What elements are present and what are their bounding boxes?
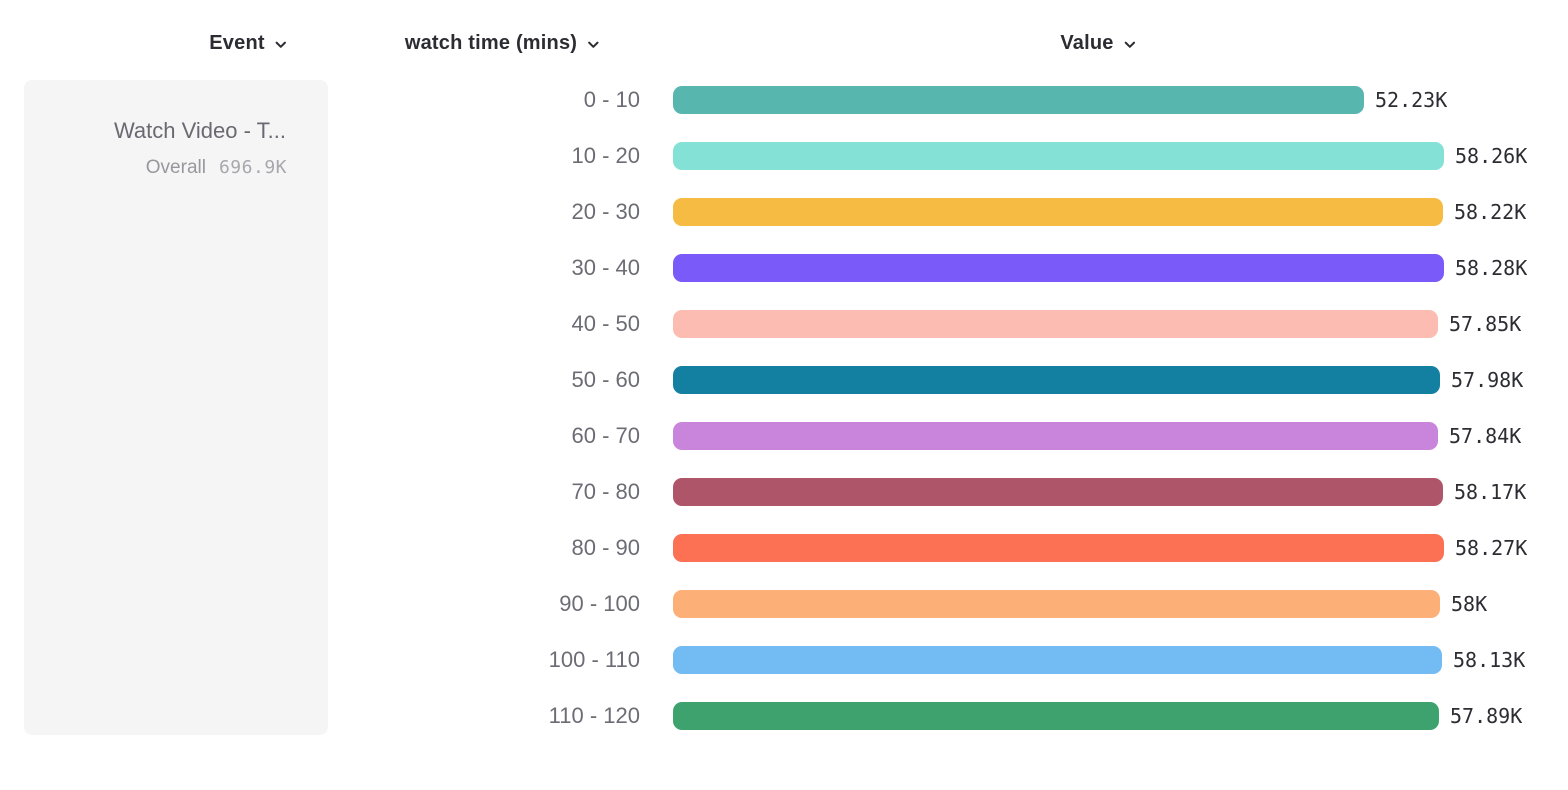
value-label: 52.23K xyxy=(1375,88,1448,112)
breakdown-column-label: watch time (mins) xyxy=(404,31,578,54)
bar[interactable] xyxy=(673,310,1438,338)
bar[interactable] xyxy=(673,478,1443,506)
event-column-dropdown[interactable]: Event xyxy=(209,28,288,58)
value-label: 57.84K xyxy=(1449,424,1522,448)
overall-value: 696.9K xyxy=(218,157,287,178)
value-column-dropdown[interactable]: Value xyxy=(1060,28,1137,58)
category-label: 110 - 120 xyxy=(548,703,640,728)
category-label: 70 - 80 xyxy=(571,479,641,504)
event-name: Watch Video - T... xyxy=(113,118,286,143)
value-label: 58.22K xyxy=(1454,200,1527,224)
category-label: 90 - 100 xyxy=(559,591,640,616)
value-label: 57.85K xyxy=(1449,312,1522,336)
chevron-down-icon xyxy=(1123,37,1138,52)
bar[interactable] xyxy=(673,86,1364,114)
chevron-down-icon xyxy=(274,37,289,52)
value-label: 58.27K xyxy=(1455,536,1528,560)
category-label: 50 - 60 xyxy=(571,367,641,392)
bar-chart: 0 - 10 52.23K 10 - 20 58.26K 20 - 30 58.… xyxy=(0,72,1568,744)
bar[interactable] xyxy=(673,422,1438,450)
value-label: 58.13K xyxy=(1453,648,1526,672)
chevron-down-icon xyxy=(586,37,601,52)
bar[interactable] xyxy=(673,198,1443,226)
category-label: 100 - 110 xyxy=(548,647,640,672)
value-label: 58K xyxy=(1451,592,1488,616)
category-label: 60 - 70 xyxy=(571,423,641,448)
chart-row: 80 - 90 58.27K xyxy=(0,520,1568,576)
value-column-label: Value xyxy=(1060,31,1114,54)
chart-row: 70 - 80 58.17K xyxy=(0,464,1568,520)
chart-row: 100 - 110 58.13K xyxy=(0,632,1568,688)
bar[interactable] xyxy=(673,366,1440,394)
bar[interactable] xyxy=(673,646,1442,674)
chart-row: 0 - 10 52.23K xyxy=(0,72,1568,128)
bar[interactable] xyxy=(673,534,1444,562)
overall-row: Overall 696.9K xyxy=(146,156,287,180)
category-label: 30 - 40 xyxy=(571,255,641,280)
breakdown-column-dropdown[interactable]: watch time (mins) xyxy=(405,28,601,58)
bar[interactable] xyxy=(673,254,1444,282)
category-label: 40 - 50 xyxy=(571,311,641,336)
value-label: 57.98K xyxy=(1451,368,1524,392)
category-label: 10 - 20 xyxy=(571,143,641,168)
chart-row: 30 - 40 58.28K xyxy=(0,240,1568,296)
value-label: 57.89K xyxy=(1450,704,1523,728)
category-label: 80 - 90 xyxy=(571,535,641,560)
chart-row: 110 - 120 57.89K xyxy=(0,688,1568,744)
overall-label: Overall xyxy=(145,157,206,178)
bar[interactable] xyxy=(673,702,1439,730)
value-label: 58.17K xyxy=(1454,480,1527,504)
chart-row: 60 - 70 57.84K xyxy=(0,408,1568,464)
bar[interactable] xyxy=(673,142,1444,170)
chart-row: 40 - 50 57.85K xyxy=(0,296,1568,352)
category-label: 0 - 10 xyxy=(583,87,640,112)
series-legend-card[interactable]: Watch Video - T... Overall 696.9K xyxy=(24,80,328,735)
value-label: 58.26K xyxy=(1455,144,1528,168)
bar[interactable] xyxy=(673,590,1440,618)
chart-row: 90 - 100 58K xyxy=(0,576,1568,632)
category-label: 20 - 30 xyxy=(571,199,641,224)
event-column-label: Event xyxy=(209,31,265,54)
chart-row: 50 - 60 57.98K xyxy=(0,352,1568,408)
value-label: 58.28K xyxy=(1455,256,1528,280)
chart-row: 10 - 20 58.26K xyxy=(0,128,1568,184)
chart-row: 20 - 30 58.22K xyxy=(0,184,1568,240)
